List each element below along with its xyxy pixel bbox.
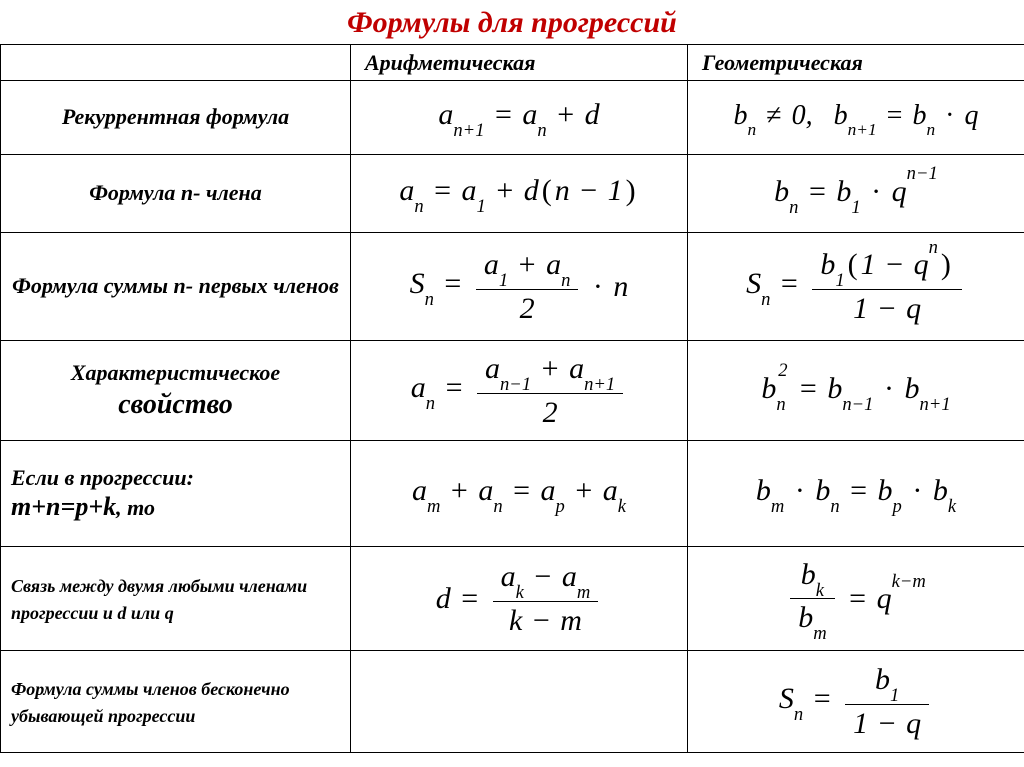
header-row: Арифметическая Геометрическая	[1, 45, 1024, 81]
arith-cell: an+1 = an + d	[351, 81, 688, 155]
table-row: Формула n- члена an = a1 + d(n − 1) bn =…	[1, 155, 1024, 233]
row-label: Формула n- члена	[1, 155, 351, 233]
geom-cell: bn2 = bn−1 · bn+1	[688, 341, 1024, 441]
table-row: Если в прогрессии:m+n=p+k, то am + an = …	[1, 441, 1024, 547]
geom-cell: bn = b1 · qn−1	[688, 155, 1024, 233]
arith-cell: d = ak − amk − m	[351, 547, 688, 651]
row-label: Формула суммы n- первых членов	[1, 233, 351, 341]
arith-cell: an = a1 + d(n − 1)	[351, 155, 688, 233]
header-empty	[1, 45, 351, 81]
row-label: Рекуррентная формула	[1, 81, 351, 155]
row-label: Характеристическоесвойство	[1, 341, 351, 441]
header-arith: Арифметическая	[351, 45, 688, 81]
arith-cell: am + an = ap + ak	[351, 441, 688, 547]
row-label: Если в прогрессии:m+n=p+k, то	[1, 441, 351, 547]
arith-cell: Sn = a1 + an2 · n	[351, 233, 688, 341]
table-row: Связь между двумя любыми членами прогрес…	[1, 547, 1024, 651]
formula-table: Арифметическая Геометрическая Рекуррентн…	[0, 44, 1024, 753]
geom-cell: Sn = b1(1 − qn)1 − q	[688, 233, 1024, 341]
arith-cell: an = an−1 + an+12	[351, 341, 688, 441]
table-row: Формула суммы членов бесконечно убывающе…	[1, 651, 1024, 753]
arith-cell	[351, 651, 688, 753]
geom-cell: bm · bn = bp · bk	[688, 441, 1024, 547]
row-label: Связь между двумя любыми членами прогрес…	[1, 547, 351, 651]
geom-cell: Sn = b11 − q	[688, 651, 1024, 753]
header-geom: Геометрическая	[688, 45, 1024, 81]
geom-cell: bkbm = qk−m	[688, 547, 1024, 651]
table-row: Характеристическоесвойство an = an−1 + a…	[1, 341, 1024, 441]
table-row: Рекуррентная формула an+1 = an + d bn ≠ …	[1, 81, 1024, 155]
geom-cell: bn ≠ 0, bn+1 = bn · q	[688, 81, 1024, 155]
row-label: Формула суммы членов бесконечно убывающе…	[1, 651, 351, 753]
table-row: Формула суммы n- первых членов Sn = a1 +…	[1, 233, 1024, 341]
page-title: Формулы для прогрессий	[0, 0, 1024, 44]
